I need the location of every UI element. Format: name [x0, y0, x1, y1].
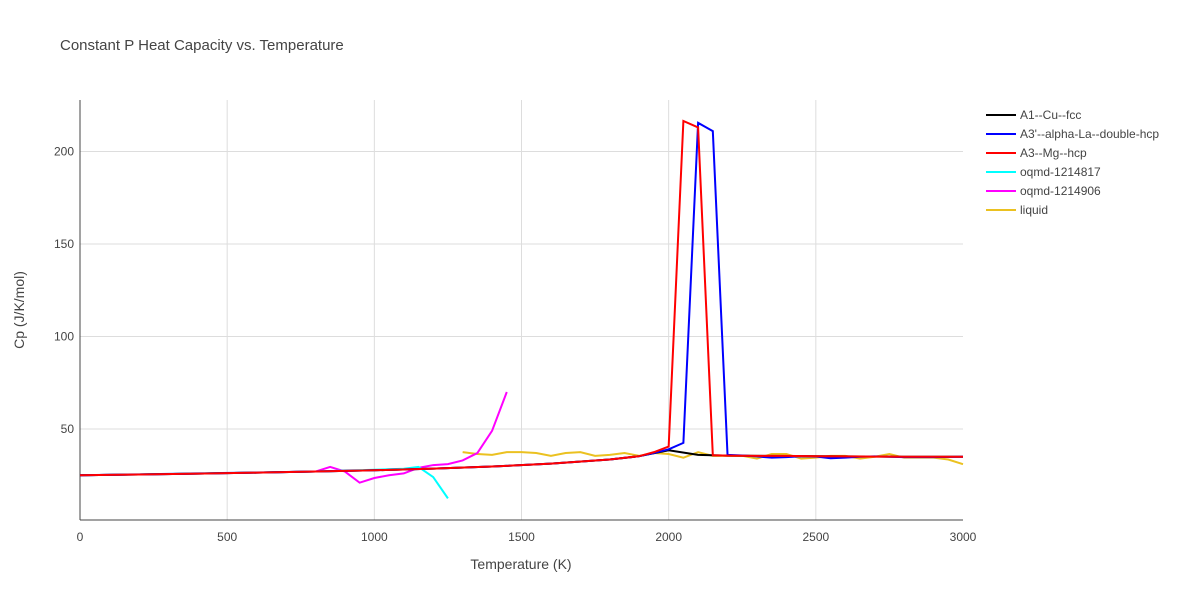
y-tick-label: 50: [61, 422, 75, 436]
x-tick-label: 2500: [802, 530, 829, 544]
y-tick-label: 200: [54, 145, 74, 159]
x-axis-label: Temperature (K): [470, 556, 571, 572]
legend-label: oqmd-1214817: [1020, 165, 1101, 179]
x-tick-label: 3000: [950, 530, 977, 544]
legend-label: oqmd-1214906: [1020, 184, 1101, 198]
tick-labels: 0 500 1000 1500 2000 2500 3000 50 100 150 200: [54, 145, 977, 545]
x-tick-label: 0: [77, 530, 84, 544]
series-lines: [79, 119, 964, 499]
x-tick-label: 500: [217, 530, 237, 544]
gridlines: [79, 100, 963, 521]
legend-label: A3--Mg--hcp: [1020, 146, 1087, 160]
legend: A1--Cu--fcc A3'--alpha-La--double-hcp A3--…: [986, 108, 1159, 217]
x-tick-label: 1500: [508, 530, 535, 544]
legend-label: liquid: [1020, 203, 1048, 217]
series-line-A3--Mg--hcp: [79, 119, 963, 477]
x-tick-label: 2000: [655, 530, 682, 544]
y-axis-label: Cp (J/K/mol): [11, 271, 27, 349]
x-tick-label: 1000: [361, 530, 388, 544]
legend-label: A1--Cu--fcc: [1020, 108, 1081, 122]
legend-label: A3'--alpha-La--double-hcp: [1020, 127, 1159, 141]
y-tick-label: 100: [54, 330, 74, 344]
y-tick-label: 150: [54, 237, 74, 251]
chart-title: Constant P Heat Capacity vs. Temperature: [60, 37, 344, 54]
